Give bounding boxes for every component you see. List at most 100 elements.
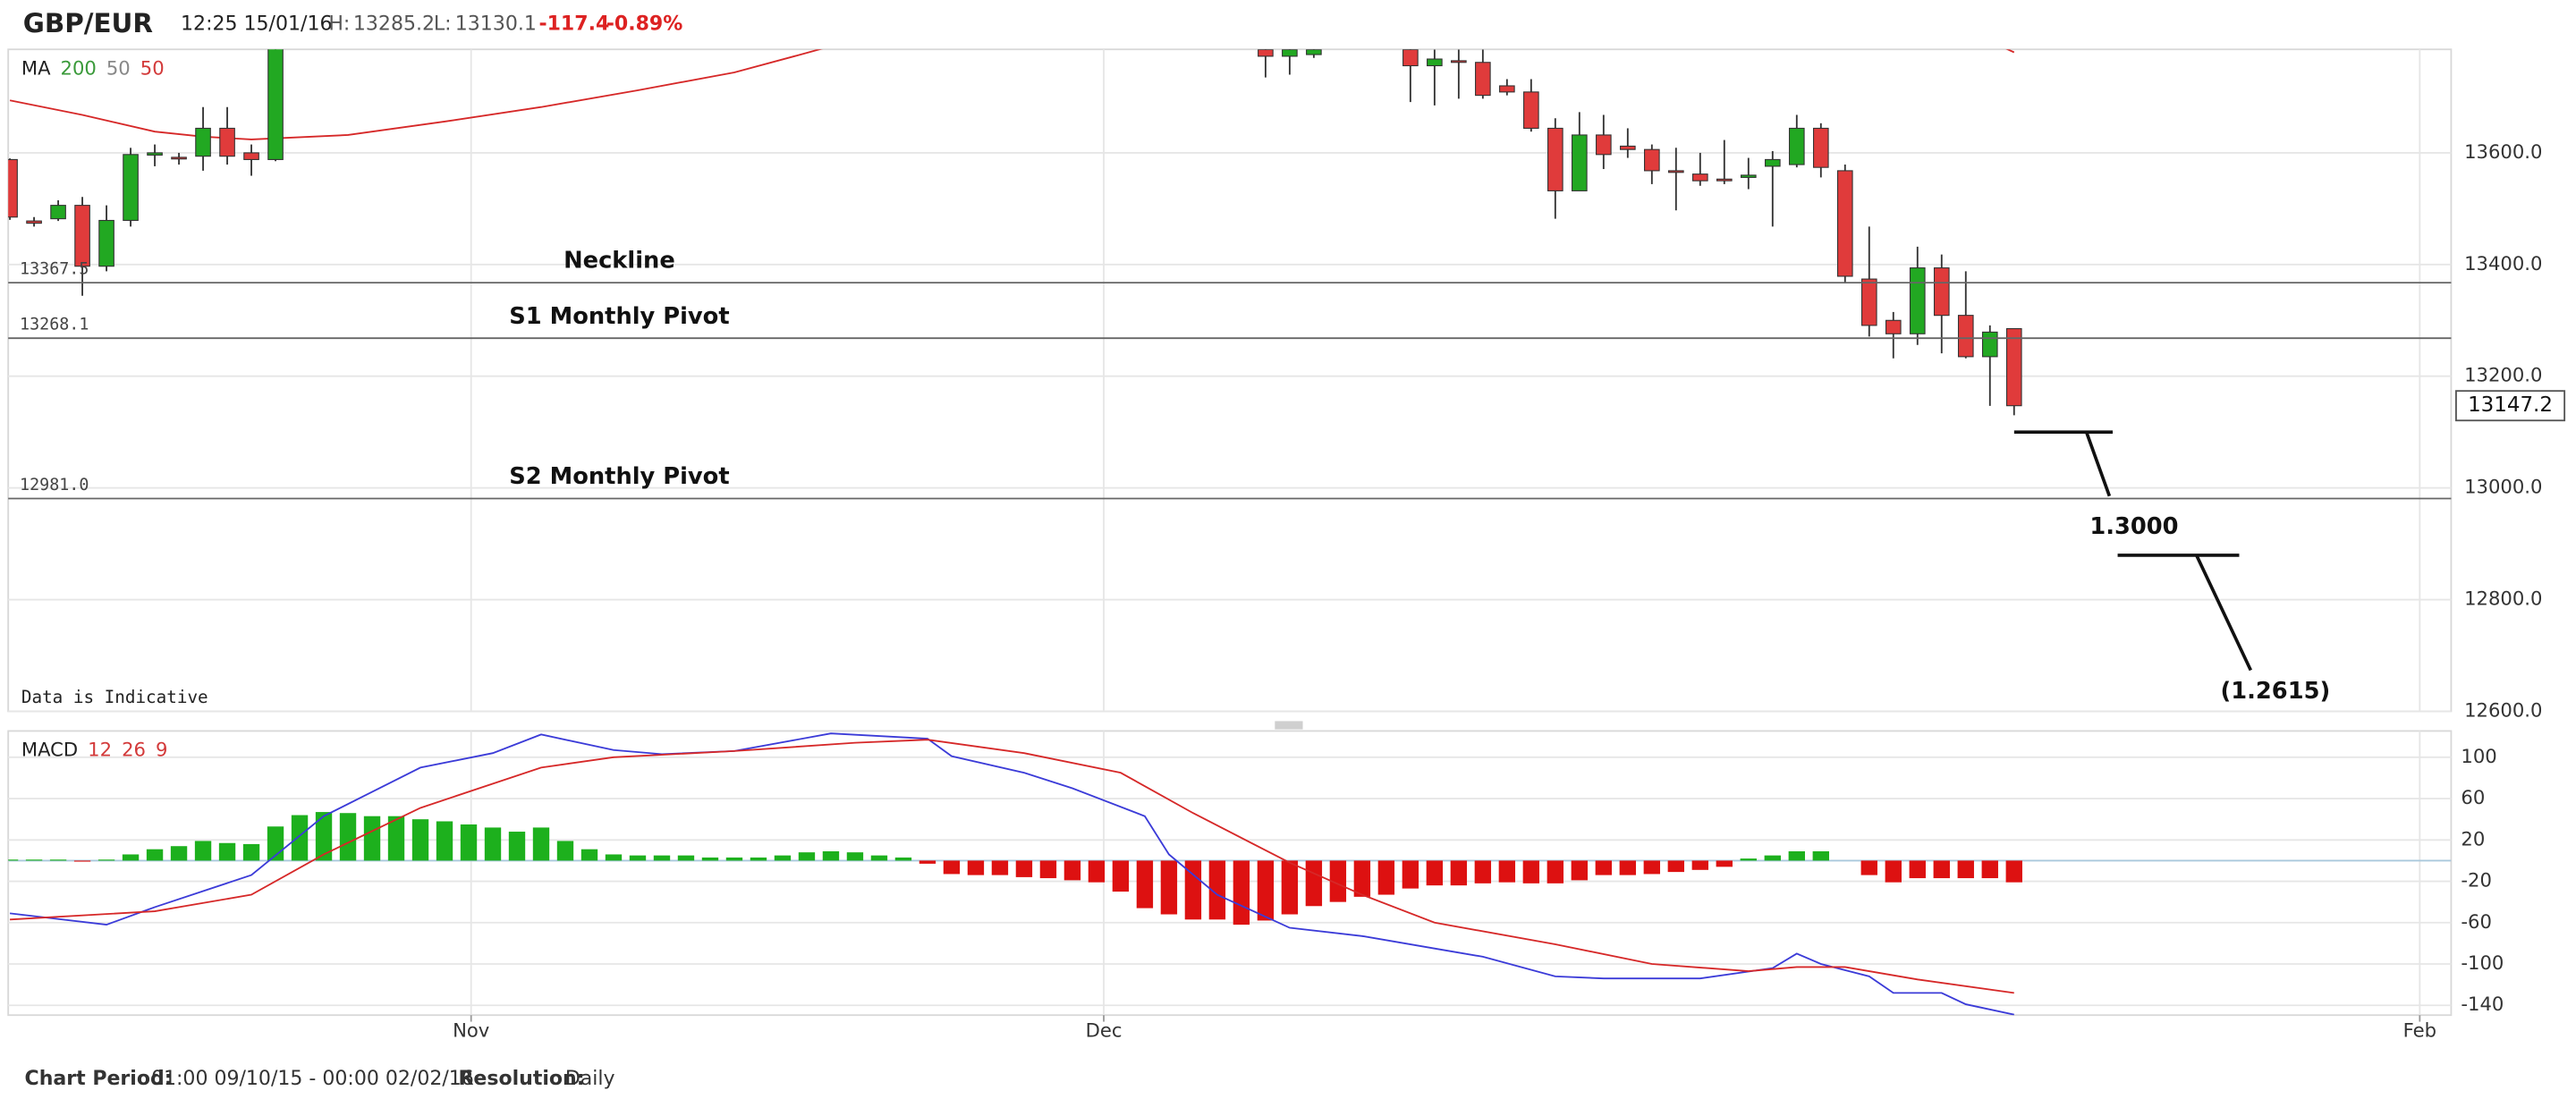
candle-body [1885, 319, 1902, 334]
splitter[interactable] [1275, 721, 1303, 730]
histogram-bar [1522, 860, 1540, 883]
histogram-bar [677, 855, 695, 861]
y-tick-label: 100 [2461, 745, 2496, 767]
histogram-bar [894, 857, 912, 861]
line [9, 732, 2014, 1016]
histogram-bar [1160, 860, 1178, 915]
candle-body [1572, 134, 1588, 191]
level-label: S1 Monthly Pivot [509, 303, 729, 330]
histogram-bar [1933, 860, 1950, 879]
candle-body [1716, 178, 1733, 182]
y-tick-label: -20 [2461, 869, 2491, 892]
candle-body [1788, 127, 1805, 165]
candle-body [1764, 158, 1781, 167]
histogram-bar [1039, 860, 1057, 879]
histogram-bar [943, 860, 961, 875]
histogram-bar [1571, 860, 1589, 881]
y-tick-label: 20 [2461, 827, 2485, 850]
change: -117.4 [538, 13, 609, 36]
y-tick-label: 13400.0 [2464, 252, 2542, 275]
histogram-bar [580, 849, 598, 861]
candle-body [1836, 170, 1853, 277]
histogram-bar [967, 860, 985, 875]
price-panel [7, 48, 2453, 713]
candle-body [2005, 327, 2022, 407]
histogram-bar [1015, 860, 1033, 877]
line [9, 49, 823, 140]
current-price: 13147.2 [2468, 393, 2553, 417]
candle-body [1933, 267, 1950, 317]
candle-body [1957, 315, 1974, 358]
histogram-bar [1281, 860, 1299, 915]
change-pct: -0.89% [606, 13, 683, 36]
histogram-bar [605, 854, 623, 861]
candle-body [1523, 91, 1539, 130]
candle-body [1451, 60, 1467, 63]
histogram-bar [1112, 860, 1130, 892]
histogram-bar [725, 857, 743, 861]
histogram-bar [822, 851, 840, 861]
candle-body [1668, 170, 1684, 173]
histogram-bar [1498, 860, 1516, 883]
histogram-bar [1667, 860, 1685, 873]
histogram-bar [1184, 860, 1202, 920]
histogram-bar [1716, 860, 1733, 867]
histogram-bar [291, 815, 309, 861]
annotation: (1.2615) [2221, 678, 2331, 705]
histogram-bar [1981, 860, 1998, 879]
histogram-bar [1353, 860, 1371, 897]
y-tick-label: 13200.0 [2464, 364, 2542, 386]
low: 13130.1 [455, 13, 537, 36]
histogram-bar [532, 827, 550, 861]
level-value: 13268.1 [20, 316, 89, 334]
histogram-bar [8, 859, 19, 861]
candle-body [74, 205, 90, 267]
candle-body [1860, 278, 1877, 326]
histogram-bar [1643, 860, 1661, 875]
histogram-bar [1595, 860, 1613, 875]
histogram-bar [508, 832, 526, 861]
annotation: 1.3000 [2089, 513, 2178, 540]
histogram-bar [556, 841, 574, 861]
histogram-bar [363, 816, 381, 861]
price-box [2455, 390, 2566, 422]
candle-body [267, 49, 284, 160]
histogram-bar [218, 842, 236, 861]
plot-area [8, 49, 2022, 416]
projection-line [2195, 554, 2252, 672]
period: 01:00 09/10/15 - 00:00 02/02/16 [151, 1068, 474, 1090]
x-tick-label: Feb [2403, 1019, 2436, 1042]
candle-body [1692, 173, 1708, 182]
candle-body [1644, 148, 1660, 172]
candle-body [1596, 134, 1612, 156]
resolution: Daily [565, 1068, 615, 1090]
candle-body [1402, 49, 1419, 67]
histogram-bar [1860, 860, 1877, 875]
candle-body [8, 158, 18, 218]
histogram-bar [1402, 860, 1419, 889]
histogram-bar [315, 812, 333, 861]
histogram-bar [629, 855, 647, 861]
histogram-bar [1909, 860, 1926, 879]
legend-param: 26 [122, 739, 146, 761]
legend-param: 200 [61, 56, 97, 79]
y-tick-label: 12600.0 [2464, 698, 2542, 721]
histogram-bar [1136, 860, 1154, 909]
plot-area [8, 732, 2452, 1016]
histogram-bar [653, 855, 671, 861]
candle-body [26, 220, 42, 224]
macd-panel [7, 730, 2453, 1017]
candle-body [243, 152, 259, 160]
histogram-bar [194, 841, 212, 861]
histogram-bar [1957, 860, 1974, 879]
resolution-label: Resolution: [458, 1068, 584, 1090]
time: 12:25 15/01/16 [181, 13, 332, 36]
histogram-bar [2005, 860, 2022, 883]
y-tick-label: 12800.0 [2464, 588, 2542, 610]
candle-body [219, 127, 235, 157]
candle-body [50, 205, 66, 220]
histogram-bar [460, 824, 478, 861]
x-tick-label: Dec [1086, 1019, 1123, 1042]
